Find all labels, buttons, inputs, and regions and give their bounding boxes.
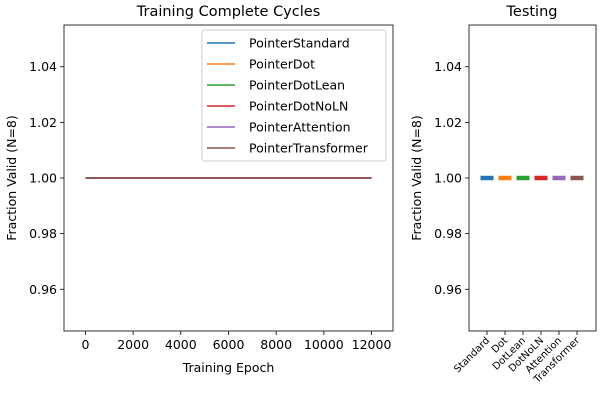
testing-y-axis-label: Fraction Valid (N=8) <box>409 115 424 241</box>
y-tick-label: 0.98 <box>434 226 462 241</box>
x-tick-label: 4000 <box>165 337 197 352</box>
legend-entry-label: PointerDotNoLN <box>249 99 348 114</box>
y-tick-label: 1.00 <box>434 171 462 186</box>
legend-entry-label: PointerDot <box>249 57 315 72</box>
testing-panel: Testing 0.96 0.98 1.00 1.02 1.04 StandardDot… <box>409 4 597 386</box>
y-tick-label: 0.98 <box>29 226 57 241</box>
category-tick-label: Standard <box>452 335 492 375</box>
testing-x-ticks: StandardDotDotLeanDotNoLNAttentionTransf… <box>452 331 583 386</box>
legend-entry-label: PointerDotLean <box>249 78 345 93</box>
training-panel: Training Complete Cycles 0 2000 4000 6000 80… <box>4 4 394 375</box>
training-chart-title: Training Complete Cycles <box>136 4 321 20</box>
legend-entry-label: PointerStandard <box>249 36 350 51</box>
testing-y-ticks: 0.96 0.98 1.00 1.02 1.04 <box>434 59 469 297</box>
x-tick-label: 10000 <box>304 337 344 352</box>
legend-entry-label: PointerAttention <box>249 120 351 135</box>
legend-box <box>201 29 387 162</box>
legend-entry-label: PointerTransformer <box>249 141 369 156</box>
y-tick-label: 1.04 <box>434 59 462 74</box>
training-y-axis-label: Fraction Valid (N=8) <box>4 115 19 241</box>
training-x-ticks: 0 2000 4000 6000 8000 10000 12000 <box>81 331 391 352</box>
y-tick-label: 1.02 <box>29 115 57 130</box>
x-tick-label: 0 <box>81 337 89 352</box>
x-tick-label: 12000 <box>352 337 392 352</box>
y-tick-label: 0.96 <box>29 282 57 297</box>
x-tick-label: 6000 <box>213 337 245 352</box>
testing-chart-title: Testing <box>506 4 558 20</box>
y-tick-label: 1.04 <box>29 59 57 74</box>
x-tick-label: 2000 <box>117 337 149 352</box>
legend: PointerStandard PointerDot PointerDotLean P… <box>201 29 387 162</box>
training-x-axis-label: Training Epoch <box>182 360 275 375</box>
y-tick-label: 1.02 <box>434 115 462 130</box>
x-tick-label: 8000 <box>260 337 292 352</box>
y-tick-label: 0.96 <box>434 282 462 297</box>
y-tick-label: 1.00 <box>29 171 57 186</box>
training-y-ticks: 0.96 0.98 1.00 1.02 1.04 <box>29 59 64 297</box>
